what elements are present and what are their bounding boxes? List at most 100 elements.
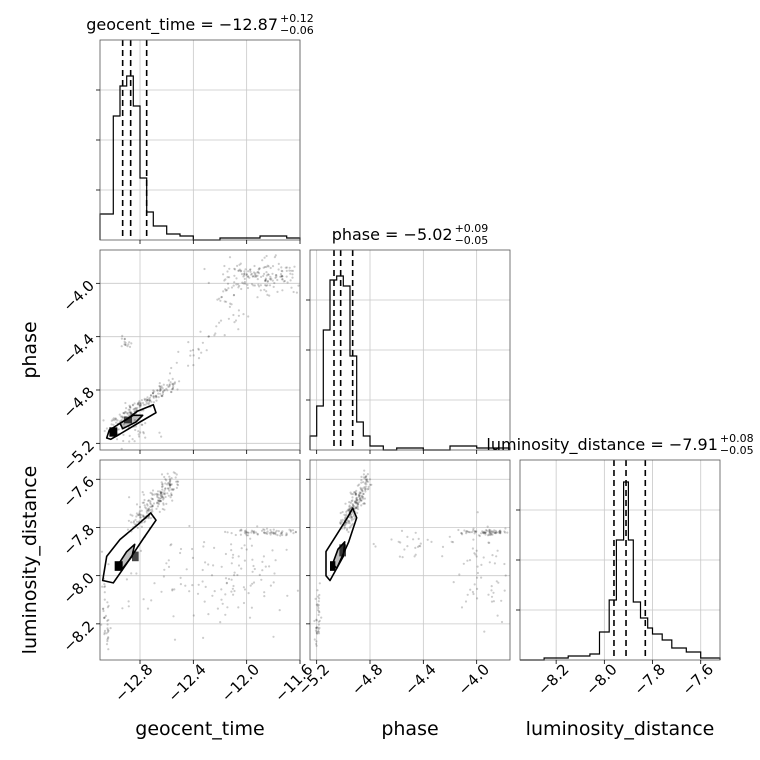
scatter-point-luminosity_distance_vs_geocent_time-6-124 bbox=[168, 478, 171, 481]
tick-label-x-geocent_time-1: −12.4 bbox=[165, 660, 210, 705]
scatter-point-luminosity_distance_vs_phase-11-8 bbox=[365, 480, 368, 483]
scatter-point-luminosity_distance_vs_geocent_time-9-67 bbox=[296, 589, 299, 592]
tick-label-y-phase-3: −4.0 bbox=[60, 277, 98, 315]
scatter-point-luminosity_distance_vs_phase-14-11 bbox=[472, 538, 475, 541]
scatter-point-luminosity_distance_vs_phase-13-62 bbox=[499, 530, 502, 533]
scatter-point-phase_vs_geocent_time-5-31 bbox=[158, 431, 161, 434]
scatter-point-phase_vs_geocent_time-0-18 bbox=[152, 395, 155, 398]
scatter-point-phase_vs_geocent_time-0-131 bbox=[161, 391, 165, 394]
scatter-point-luminosity_distance_vs_phase-11-1 bbox=[360, 475, 363, 478]
scatter-point-luminosity_distance_vs_geocent_time-6-113 bbox=[135, 515, 138, 518]
scatter-point-luminosity_distance_vs_geocent_time-7-10 bbox=[107, 648, 110, 651]
scatter-point-luminosity_distance_vs_phase-14-24 bbox=[471, 590, 474, 594]
scatter-point-luminosity_distance_vs_geocent_time-10-10 bbox=[232, 553, 235, 556]
scatter-point-luminosity_distance_vs_geocent_time-8-45 bbox=[292, 532, 295, 535]
scatter-point-luminosity_distance_vs_geocent_time-6-107 bbox=[149, 491, 152, 494]
scatter-point-luminosity_distance_vs_geocent_time-9-65 bbox=[272, 635, 275, 638]
scatter-point-luminosity_distance_vs_phase-13-46 bbox=[488, 530, 491, 533]
scatter-point-luminosity_distance_vs_geocent_time-10-25 bbox=[127, 600, 130, 603]
scatter-point-phase_vs_geocent_time-4-2 bbox=[126, 345, 129, 348]
scatter-point-luminosity_distance_vs_geocent_time-9-39 bbox=[220, 565, 223, 568]
scatter-point-luminosity_distance_vs_geocent_time-9-58 bbox=[230, 578, 233, 581]
scatter-point-luminosity_distance_vs_geocent_time-6-55 bbox=[156, 505, 159, 508]
scatter-point-luminosity_distance_vs_geocent_time-8-62 bbox=[252, 532, 255, 535]
scatter-point-luminosity_distance_vs_phase-11-134 bbox=[339, 511, 342, 515]
scatter-point-phase_vs_geocent_time-3-22 bbox=[271, 272, 274, 275]
tick-label-x-phase-2: −4.4 bbox=[401, 660, 439, 698]
scatter-point-luminosity_distance_vs_phase-13-49 bbox=[472, 529, 475, 532]
scatter-point-luminosity_distance_vs_phase-14-6 bbox=[476, 597, 479, 600]
scatter-point-luminosity_distance_vs_geocent_time-9-7 bbox=[230, 549, 233, 552]
scatter-point-phase_vs_geocent_time-0-107 bbox=[160, 394, 163, 398]
scatter-point-luminosity_distance_vs_geocent_time-6-166 bbox=[147, 507, 150, 510]
scatter-point-luminosity_distance_vs_geocent_time-6-194 bbox=[158, 499, 161, 502]
scatter-point-phase_vs_geocent_time-0-154 bbox=[129, 406, 132, 409]
scatter-point-luminosity_distance_vs_phase-13-37 bbox=[492, 530, 495, 534]
scatter-point-luminosity_distance_vs_geocent_time-6-157 bbox=[159, 494, 162, 498]
scatter-point-luminosity_distance_vs_geocent_time-8-19 bbox=[294, 530, 297, 534]
panel-frame-phase-vs-geocent_time bbox=[99, 249, 301, 451]
scatter-point-luminosity_distance_vs_geocent_time-6-81 bbox=[169, 483, 172, 486]
scatter-point-luminosity_distance_vs_geocent_time-9-20 bbox=[263, 591, 266, 594]
scatter-point-luminosity_distance_vs_geocent_time-7-21 bbox=[102, 616, 106, 620]
scatter-point-luminosity_distance_vs_geocent_time-6-192 bbox=[160, 473, 164, 476]
scatter-point-phase_vs_geocent_time-3-16 bbox=[291, 273, 294, 276]
scatter-point-luminosity_distance_vs_phase-11-68 bbox=[344, 514, 347, 517]
scatter-point-luminosity_distance_vs_geocent_time-6-174 bbox=[160, 481, 163, 484]
scatter-point-luminosity_distance_vs_geocent_time-8-12 bbox=[244, 529, 247, 532]
scatter-point-luminosity_distance_vs_geocent_time-10-56 bbox=[210, 574, 214, 577]
scatter-point-luminosity_distance_vs_geocent_time-10-58 bbox=[127, 605, 130, 608]
scatter-point-luminosity_distance_vs_phase-14-40 bbox=[466, 559, 469, 562]
scatter-point-luminosity_distance_vs_phase-12-26 bbox=[317, 604, 320, 607]
scatter-point-luminosity_distance_vs_geocent_time-8-32 bbox=[224, 530, 227, 534]
scatter-point-luminosity_distance_vs_geocent_time-6-115 bbox=[139, 516, 142, 519]
scatter-point-luminosity_distance_vs_geocent_time-9-47 bbox=[269, 584, 272, 587]
scatter-point-luminosity_distance_vs_phase-12-34 bbox=[316, 626, 320, 629]
scatter-point-phase_vs_geocent_time-0-86 bbox=[133, 402, 136, 405]
scatter-point-luminosity_distance_vs_phase-11-127 bbox=[360, 488, 363, 491]
scatter-point-phase_vs_geocent_time-0-60 bbox=[123, 412, 126, 415]
scatter-point-luminosity_distance_vs_geocent_time-6-80 bbox=[148, 508, 151, 511]
scatter-point-luminosity_distance_vs_geocent_time-6-137 bbox=[169, 496, 172, 499]
scatter-point-phase_vs_geocent_time-3-71 bbox=[279, 275, 282, 278]
scatter-point-luminosity_distance_vs_phase-11-28 bbox=[364, 487, 367, 490]
scatter-point-luminosity_distance_vs_phase-13-42 bbox=[490, 529, 493, 532]
scatter-point-luminosity_distance_vs_geocent_time-6-64 bbox=[176, 480, 179, 483]
scatter-point-luminosity_distance_vs_geocent_time-6-27 bbox=[150, 497, 153, 500]
scatter-point-luminosity_distance_vs_geocent_time-6-159 bbox=[164, 487, 167, 490]
scatter-point-phase_vs_geocent_time-0-139 bbox=[149, 399, 152, 402]
scatter-point-luminosity_distance_vs_phase-11-33 bbox=[355, 496, 359, 499]
scatter-point-luminosity_distance_vs_phase-15-18 bbox=[390, 538, 393, 541]
scatter-point-phase_vs_geocent_time-3-143 bbox=[280, 269, 283, 272]
scatter-point-luminosity_distance_vs_geocent_time-8-17 bbox=[262, 528, 265, 531]
scatter-point-luminosity_distance_vs_phase-11-177 bbox=[355, 501, 358, 504]
scatter-point-phase_vs_geocent_time-3-82 bbox=[242, 282, 245, 285]
scatter-point-luminosity_distance_vs_geocent_time-9-34 bbox=[207, 613, 210, 616]
scatter-point-luminosity_distance_vs_geocent_time-8-6 bbox=[238, 529, 242, 532]
scatter-point-luminosity_distance_vs_geocent_time-10-59 bbox=[204, 585, 207, 589]
scatter-point-luminosity_distance_vs_phase-14-58 bbox=[500, 620, 504, 624]
contour-core-luminosity_distance_vs_phase-0 bbox=[330, 561, 336, 571]
scatter-point-luminosity_distance_vs_geocent_time-10-9 bbox=[203, 600, 206, 603]
scatter-point-luminosity_distance_vs_geocent_time-6-121 bbox=[149, 501, 152, 504]
scatter-point-luminosity_distance_vs_geocent_time-10-45 bbox=[172, 615, 175, 618]
scatter-point-luminosity_distance_vs_geocent_time-9-0 bbox=[262, 555, 265, 558]
scatter-point-luminosity_distance_vs_phase-11-29 bbox=[366, 480, 370, 483]
scatter-point-phase_vs_geocent_time-0-84 bbox=[146, 402, 149, 405]
scatter-point-luminosity_distance_vs_geocent_time-6-180 bbox=[159, 491, 163, 494]
scatter-point-luminosity_distance_vs_geocent_time-10-36 bbox=[167, 559, 170, 562]
scatter-point-phase_vs_geocent_time-3-3 bbox=[266, 264, 269, 267]
scatter-point-luminosity_distance_vs_phase-15-21 bbox=[416, 545, 420, 549]
scatter-point-luminosity_distance_vs_phase-13-63 bbox=[488, 530, 491, 533]
scatter-point-luminosity_distance_vs_geocent_time-6-169 bbox=[162, 492, 165, 495]
scatter-point-luminosity_distance_vs_phase-14-34 bbox=[473, 552, 476, 555]
scatter-point-luminosity_distance_vs_phase-11-51 bbox=[339, 522, 342, 525]
scatter-point-phase_vs_geocent_time-2-17 bbox=[256, 271, 259, 274]
scatter-point-luminosity_distance_vs_phase-13-44 bbox=[486, 534, 490, 537]
title-plus-phase: +0.09 bbox=[455, 222, 489, 235]
scatter-point-luminosity_distance_vs_geocent_time-10-39 bbox=[211, 594, 214, 597]
scatter-point-luminosity_distance_vs_geocent_time-6-129 bbox=[166, 492, 169, 495]
scatter-point-phase_vs_geocent_time-0-81 bbox=[133, 408, 136, 411]
scatter-point-luminosity_distance_vs_phase-11-124 bbox=[364, 482, 367, 485]
scatter-point-phase_vs_geocent_time-2-21 bbox=[227, 287, 230, 290]
